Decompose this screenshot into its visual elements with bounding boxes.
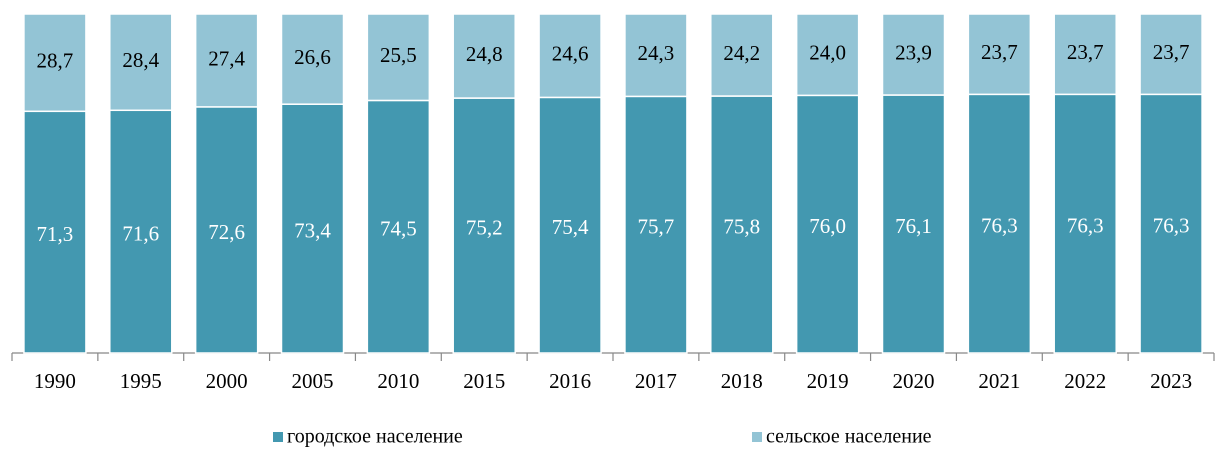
data-label: 24,0 [809,40,846,64]
bar-segment [109,13,173,112]
data-label: 25,5 [380,43,417,67]
data-label: 23,7 [1153,40,1190,64]
bar-segment [109,109,173,354]
data-label: 75,2 [466,215,503,239]
bar-segment [23,110,87,354]
data-label: 75,4 [552,215,589,239]
x-tick-label: 2020 [893,369,935,393]
data-label: 73,4 [294,218,331,242]
data-label: 75,8 [723,214,760,238]
bar-segment [795,13,860,97]
x-tick-label: 2000 [206,369,248,393]
x-tick-label: 2019 [807,369,849,393]
data-label: 24,8 [466,42,503,66]
data-label: 24,6 [552,42,589,66]
bar-segment [624,95,688,354]
bar-segment [1053,93,1117,354]
data-label: 23,7 [981,40,1018,64]
data-label: 27,4 [208,46,245,70]
bar-segment [366,13,431,102]
bar-segment [1053,13,1117,96]
bar-segment [194,106,259,354]
x-tick-label: 2021 [978,369,1020,393]
data-label: 23,7 [1067,40,1104,64]
data-label: 71,6 [122,221,159,245]
x-tick-label: 2018 [721,369,763,393]
data-label: 75,7 [638,215,675,239]
data-label: 26,6 [294,45,331,69]
x-tick-label: 2015 [463,369,505,393]
x-tick-label: 1995 [120,369,162,393]
data-label: 72,6 [208,220,245,244]
x-tick-label: 2010 [377,369,419,393]
x-tick-label: 1990 [34,369,76,393]
x-tick-label: 2016 [549,369,591,393]
data-label: 23,9 [895,40,932,64]
data-label: 76,3 [981,213,1018,237]
bar-segment [710,95,774,354]
bar-segment [1139,13,1203,96]
bar-segment [280,13,345,105]
data-label: 28,7 [37,48,74,72]
x-tick-label: 2023 [1150,369,1192,393]
x-tick-label: 2017 [635,369,677,393]
bar-segment [538,96,602,354]
data-label: 24,3 [638,41,675,65]
bar-segment [710,13,774,97]
data-label: 76,0 [809,214,846,238]
data-label: 76,3 [1067,213,1104,237]
data-label: 74,5 [380,217,417,241]
data-label: 76,3 [1153,213,1190,237]
legend-swatch [273,432,283,442]
x-tick-label: 2022 [1064,369,1106,393]
data-label: 24,2 [723,41,760,65]
bar-segment [538,13,602,99]
bar-segment [452,13,516,99]
data-label: 76,1 [895,214,932,238]
legend-label: городское население [287,426,463,448]
bar-segment [967,13,1032,96]
bar-segment [624,13,688,98]
legend-swatch [752,432,762,442]
bar-segment [881,94,946,354]
bar-segment [967,93,1032,354]
data-label: 71,3 [37,222,74,246]
data-label: 28,4 [122,48,159,72]
x-tick-label: 2005 [292,369,334,393]
bar-segment [366,99,431,354]
bar-segment [881,13,946,96]
bar-segment [795,94,860,354]
legend-label: сельское население [766,426,932,448]
bar-segment [23,13,87,113]
bar-segment [194,13,259,108]
bar-segment [452,97,516,354]
